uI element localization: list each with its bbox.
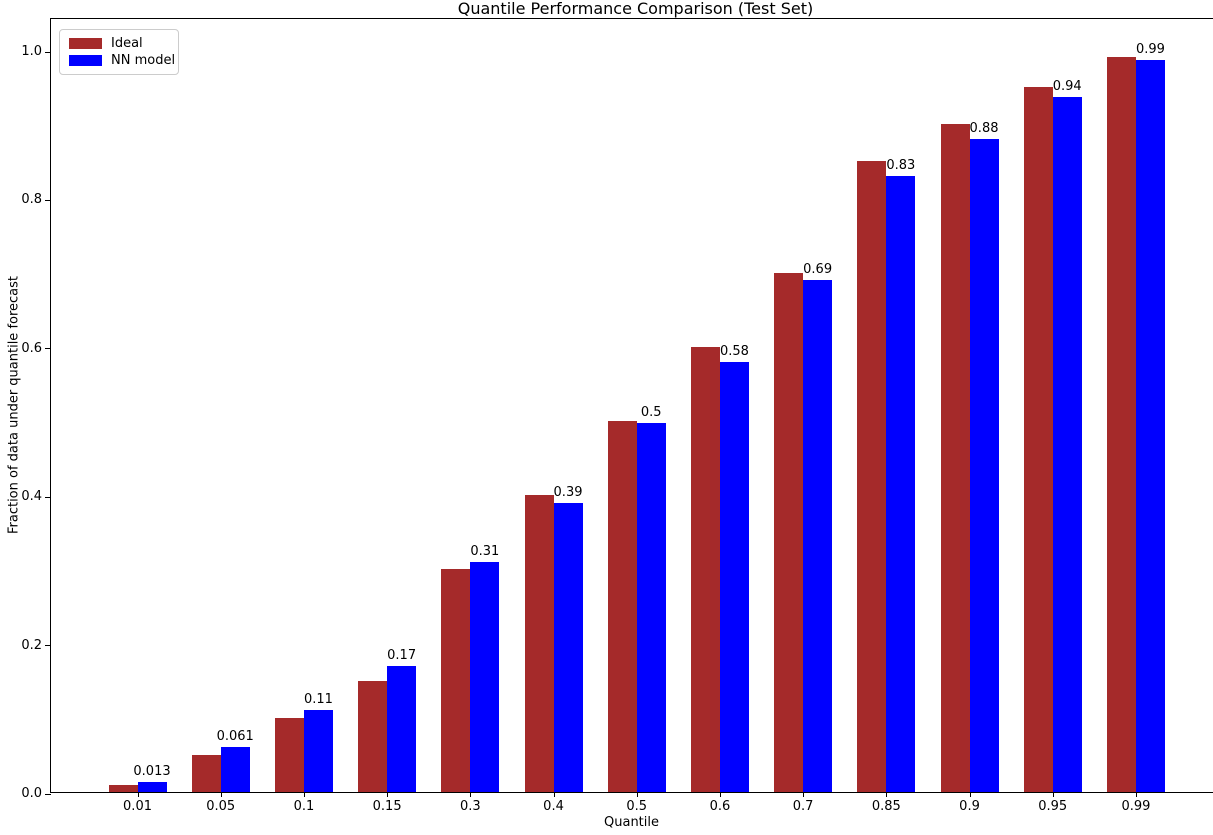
y-tick-label: 0.6 bbox=[21, 340, 42, 356]
ideal-series-swatch bbox=[69, 38, 102, 49]
bar-value-label: 0.061 bbox=[216, 728, 254, 744]
bar-value-label: 0.39 bbox=[553, 484, 583, 500]
bar-nn-model bbox=[387, 665, 417, 792]
y-tick bbox=[45, 645, 51, 647]
x-tick bbox=[1135, 792, 1137, 797]
bar-nn-model bbox=[1135, 59, 1165, 792]
x-tick bbox=[303, 792, 305, 797]
x-tick-label: 0.4 bbox=[543, 799, 564, 814]
bar-nn-model bbox=[1052, 96, 1082, 792]
legend-row-nn-model: NN model bbox=[69, 53, 175, 68]
y-tick-label: 0.2 bbox=[21, 637, 42, 653]
x-tick-label: 0.6 bbox=[709, 799, 731, 814]
bar-ideal bbox=[524, 495, 554, 792]
bar-nn-model bbox=[137, 782, 167, 792]
x-tick bbox=[137, 792, 139, 797]
legend-label-ideal: Ideal bbox=[111, 36, 143, 51]
x-tick bbox=[803, 792, 805, 797]
plot-area: 0.013 0.061 0.11 0.17 0.31 0.39 0.5 0.58 0.69 0.8… bbox=[21, 18, 1213, 814]
x-tick-label: 0.95 bbox=[1038, 799, 1068, 814]
bar-ideal bbox=[191, 754, 221, 792]
bar-ideal bbox=[690, 346, 720, 792]
x-tick-label: 0.3 bbox=[459, 799, 481, 814]
x-tick-label: 0.99 bbox=[1121, 799, 1151, 814]
bar-value-label: 0.58 bbox=[719, 343, 749, 359]
bar-value-label: 0.88 bbox=[969, 121, 999, 137]
bar-ideal bbox=[274, 717, 304, 792]
y-tick-label: 0.0 bbox=[21, 786, 42, 801]
bar-ideal bbox=[358, 680, 388, 792]
x-tick bbox=[886, 792, 888, 797]
bar-value-label: 0.31 bbox=[470, 543, 500, 559]
bar-nn-model bbox=[969, 139, 999, 792]
bar-value-label: 0.99 bbox=[1135, 41, 1165, 57]
bar-ideal bbox=[441, 569, 471, 792]
x-axis-label: Quantile bbox=[604, 815, 659, 830]
bar-value-label: 0.83 bbox=[886, 158, 916, 174]
legend: Ideal NN model bbox=[59, 29, 179, 75]
y-tick bbox=[45, 199, 51, 201]
y-axis-label: Fraction of data under quantile forecast bbox=[6, 275, 22, 535]
x-tick-label: 0.15 bbox=[372, 799, 402, 814]
bar-value-label: 0.17 bbox=[387, 647, 417, 663]
x-tick bbox=[1052, 792, 1054, 797]
x-tick bbox=[636, 792, 638, 797]
x-tick bbox=[387, 792, 389, 797]
x-tick bbox=[719, 792, 721, 797]
bar-ideal bbox=[108, 784, 138, 792]
bar-nn-model bbox=[719, 361, 749, 792]
bar-ideal bbox=[1106, 57, 1136, 792]
x-tick bbox=[470, 792, 472, 797]
x-tick-label: 0.85 bbox=[871, 799, 901, 814]
bar-ideal bbox=[940, 124, 970, 792]
bar-nn-model bbox=[803, 280, 833, 792]
y-tick bbox=[45, 51, 51, 53]
legend-row-ideal: Ideal bbox=[69, 36, 169, 51]
legend-label-nn-model: NN model bbox=[111, 53, 176, 68]
x-tick-label: 0.9 bbox=[959, 799, 980, 814]
x-tick-label: 0.7 bbox=[792, 799, 814, 814]
y-tick-label: 0.8 bbox=[21, 192, 42, 208]
x-tick bbox=[969, 792, 971, 797]
bar-ideal bbox=[1023, 87, 1053, 792]
nn-model-series-swatch bbox=[69, 55, 102, 66]
bar-nn-model bbox=[303, 710, 333, 792]
bar-ideal bbox=[607, 421, 637, 792]
chart-title: Quantile Performance Comparison (Test Se… bbox=[457, 0, 814, 18]
y-tick-label: 0.4 bbox=[21, 489, 42, 505]
bar-value-label: 0.013 bbox=[133, 764, 171, 780]
bar-nn-model bbox=[553, 502, 583, 792]
x-tick-label: 0.5 bbox=[626, 799, 648, 814]
x-tick bbox=[220, 792, 222, 797]
bar-value-label: 0.94 bbox=[1052, 78, 1082, 94]
x-tick bbox=[553, 792, 555, 797]
y-tick bbox=[45, 793, 51, 795]
bar-nn-model bbox=[886, 176, 916, 792]
bar-ideal bbox=[857, 161, 887, 792]
x-tick-label: 0.1 bbox=[293, 799, 315, 814]
bar-value-label: 0.11 bbox=[303, 692, 333, 708]
bar-value-label: 0.5 bbox=[640, 405, 662, 421]
bar-nn-model bbox=[470, 561, 500, 792]
bar-nn-model bbox=[636, 423, 666, 792]
y-tick-label: 1.0 bbox=[21, 44, 42, 59]
bar-nn-model bbox=[220, 746, 250, 792]
bar-value-label: 0.69 bbox=[803, 262, 833, 278]
bar-ideal bbox=[774, 272, 804, 792]
y-tick bbox=[45, 496, 51, 498]
x-tick-label: 0.05 bbox=[206, 799, 236, 814]
y-tick bbox=[45, 348, 51, 350]
x-tick-label: 0.01 bbox=[123, 799, 152, 814]
